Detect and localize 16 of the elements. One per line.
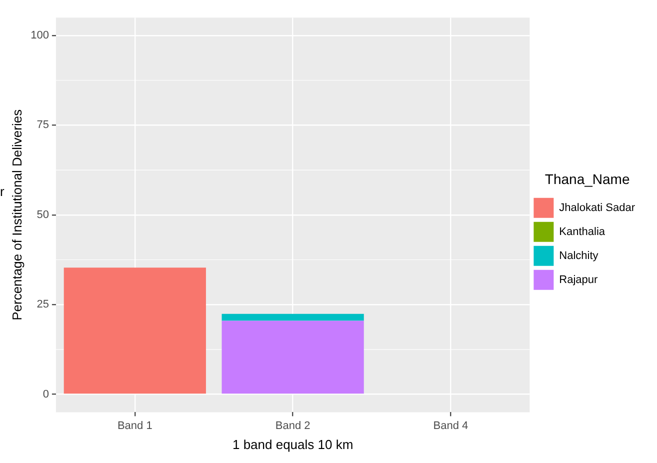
y-tick-label: 100	[30, 30, 49, 42]
text: r	[0, 184, 4, 199]
legend-label: Nalchity	[559, 250, 599, 262]
x-tick-label: Band 1	[117, 420, 152, 432]
x-tick-label: Band 2	[275, 420, 310, 432]
legend-label: Kanthalia	[559, 226, 606, 238]
y-tick-label: 75	[36, 119, 49, 132]
y-tick-label: 25	[36, 298, 49, 311]
legend-title: Thana_Name	[544, 170, 630, 187]
x-axis-title: 1 band equals 10 km	[232, 436, 354, 452]
legend-label: Jhalokati Sadar	[559, 202, 636, 214]
y-tick-label: 50	[36, 208, 49, 221]
y-axis-title: Percentage of Institutional Deliveries	[9, 108, 24, 320]
legend-label: Rajapur	[559, 274, 598, 286]
x-tick-label: Band 4	[433, 420, 468, 432]
y-tick-label: 0	[42, 388, 49, 400]
